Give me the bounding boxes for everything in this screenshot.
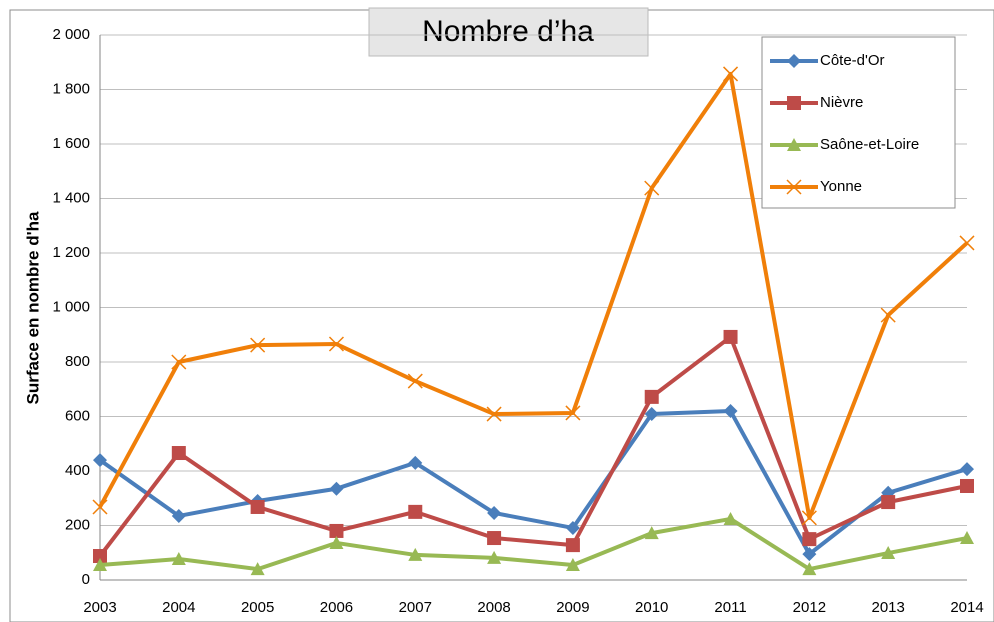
x-tick-label: 2011 xyxy=(714,599,746,616)
y-tick-label: 2 000 xyxy=(52,26,90,43)
x-tick-label: 2012 xyxy=(793,599,826,616)
marker xyxy=(960,531,974,545)
marker xyxy=(565,538,580,553)
chart-title: Nombre d’ha xyxy=(422,15,594,48)
marker xyxy=(93,453,107,468)
y-tick-label: 400 xyxy=(65,462,90,479)
marker xyxy=(644,526,659,540)
marker xyxy=(644,407,659,422)
x-tick-label: 2005 xyxy=(241,599,274,616)
marker xyxy=(328,336,344,352)
x-tick-label: 2006 xyxy=(320,599,353,616)
marker xyxy=(329,481,344,496)
legend-label: Saône-et-Loire xyxy=(820,136,919,153)
x-tick-label: 2010 xyxy=(635,599,668,616)
marker xyxy=(329,535,344,549)
marker xyxy=(93,558,107,572)
marker xyxy=(880,307,896,323)
marker xyxy=(171,508,186,523)
marker xyxy=(408,547,423,561)
marker xyxy=(565,405,581,421)
y-tick-label: 1 800 xyxy=(52,80,90,97)
marker xyxy=(487,505,502,520)
series-line xyxy=(98,409,968,557)
marker xyxy=(802,532,817,547)
marker xyxy=(787,54,801,68)
x-tick-label: 2007 xyxy=(399,599,432,616)
series-line xyxy=(98,334,968,558)
marker xyxy=(802,562,817,576)
x-tick-label: 2003 xyxy=(83,599,116,616)
marker xyxy=(250,499,265,514)
y-tick-label: 1 600 xyxy=(52,135,90,152)
marker xyxy=(565,558,580,572)
x-tick-label: 2013 xyxy=(871,599,904,616)
marker xyxy=(408,504,423,519)
marker xyxy=(171,446,186,461)
marker xyxy=(644,389,659,404)
x-tick-label: 2014 xyxy=(950,599,983,616)
y-tick-label: 200 xyxy=(65,516,90,533)
y-tick-label: 1 400 xyxy=(52,189,90,206)
marker xyxy=(959,235,975,251)
y-tick-label: 1 200 xyxy=(52,244,90,261)
legend-label: Nièvre xyxy=(820,94,863,111)
y-tick-label: 1 000 xyxy=(52,298,90,315)
marker xyxy=(250,337,266,353)
marker xyxy=(723,511,738,525)
marker xyxy=(787,138,801,151)
marker xyxy=(881,495,896,510)
marker xyxy=(487,531,502,546)
marker xyxy=(723,404,738,419)
y-axis-title: Surface en nombre d'ha xyxy=(23,211,42,405)
legend-label: Yonne xyxy=(820,178,862,195)
y-tick-label: 800 xyxy=(65,353,90,370)
marker xyxy=(644,180,660,196)
legend-label: Côte-d'Or xyxy=(820,52,885,69)
x-tick-label: 2008 xyxy=(477,599,510,616)
marker xyxy=(801,510,817,526)
marker xyxy=(171,354,187,370)
marker xyxy=(171,552,186,566)
marker xyxy=(93,549,107,564)
marker xyxy=(486,406,502,422)
marker xyxy=(960,478,974,493)
marker xyxy=(723,329,738,344)
marker xyxy=(881,546,896,560)
marker xyxy=(408,455,423,470)
marker xyxy=(92,499,108,515)
y-tick-label: 600 xyxy=(65,407,90,424)
marker xyxy=(329,523,344,538)
x-tick-label: 2009 xyxy=(556,599,589,616)
marker xyxy=(723,66,739,82)
marker xyxy=(250,562,265,576)
title-box xyxy=(368,7,649,57)
marker xyxy=(802,547,817,562)
marker xyxy=(407,373,423,389)
y-tick-label: 0 xyxy=(82,571,90,588)
marker xyxy=(960,462,974,477)
marker xyxy=(487,550,502,564)
series-line xyxy=(99,516,968,572)
x-tick-label: 2004 xyxy=(162,599,195,616)
marker xyxy=(786,179,802,195)
series-line xyxy=(98,71,969,520)
marker xyxy=(787,96,801,110)
marker xyxy=(565,520,580,535)
